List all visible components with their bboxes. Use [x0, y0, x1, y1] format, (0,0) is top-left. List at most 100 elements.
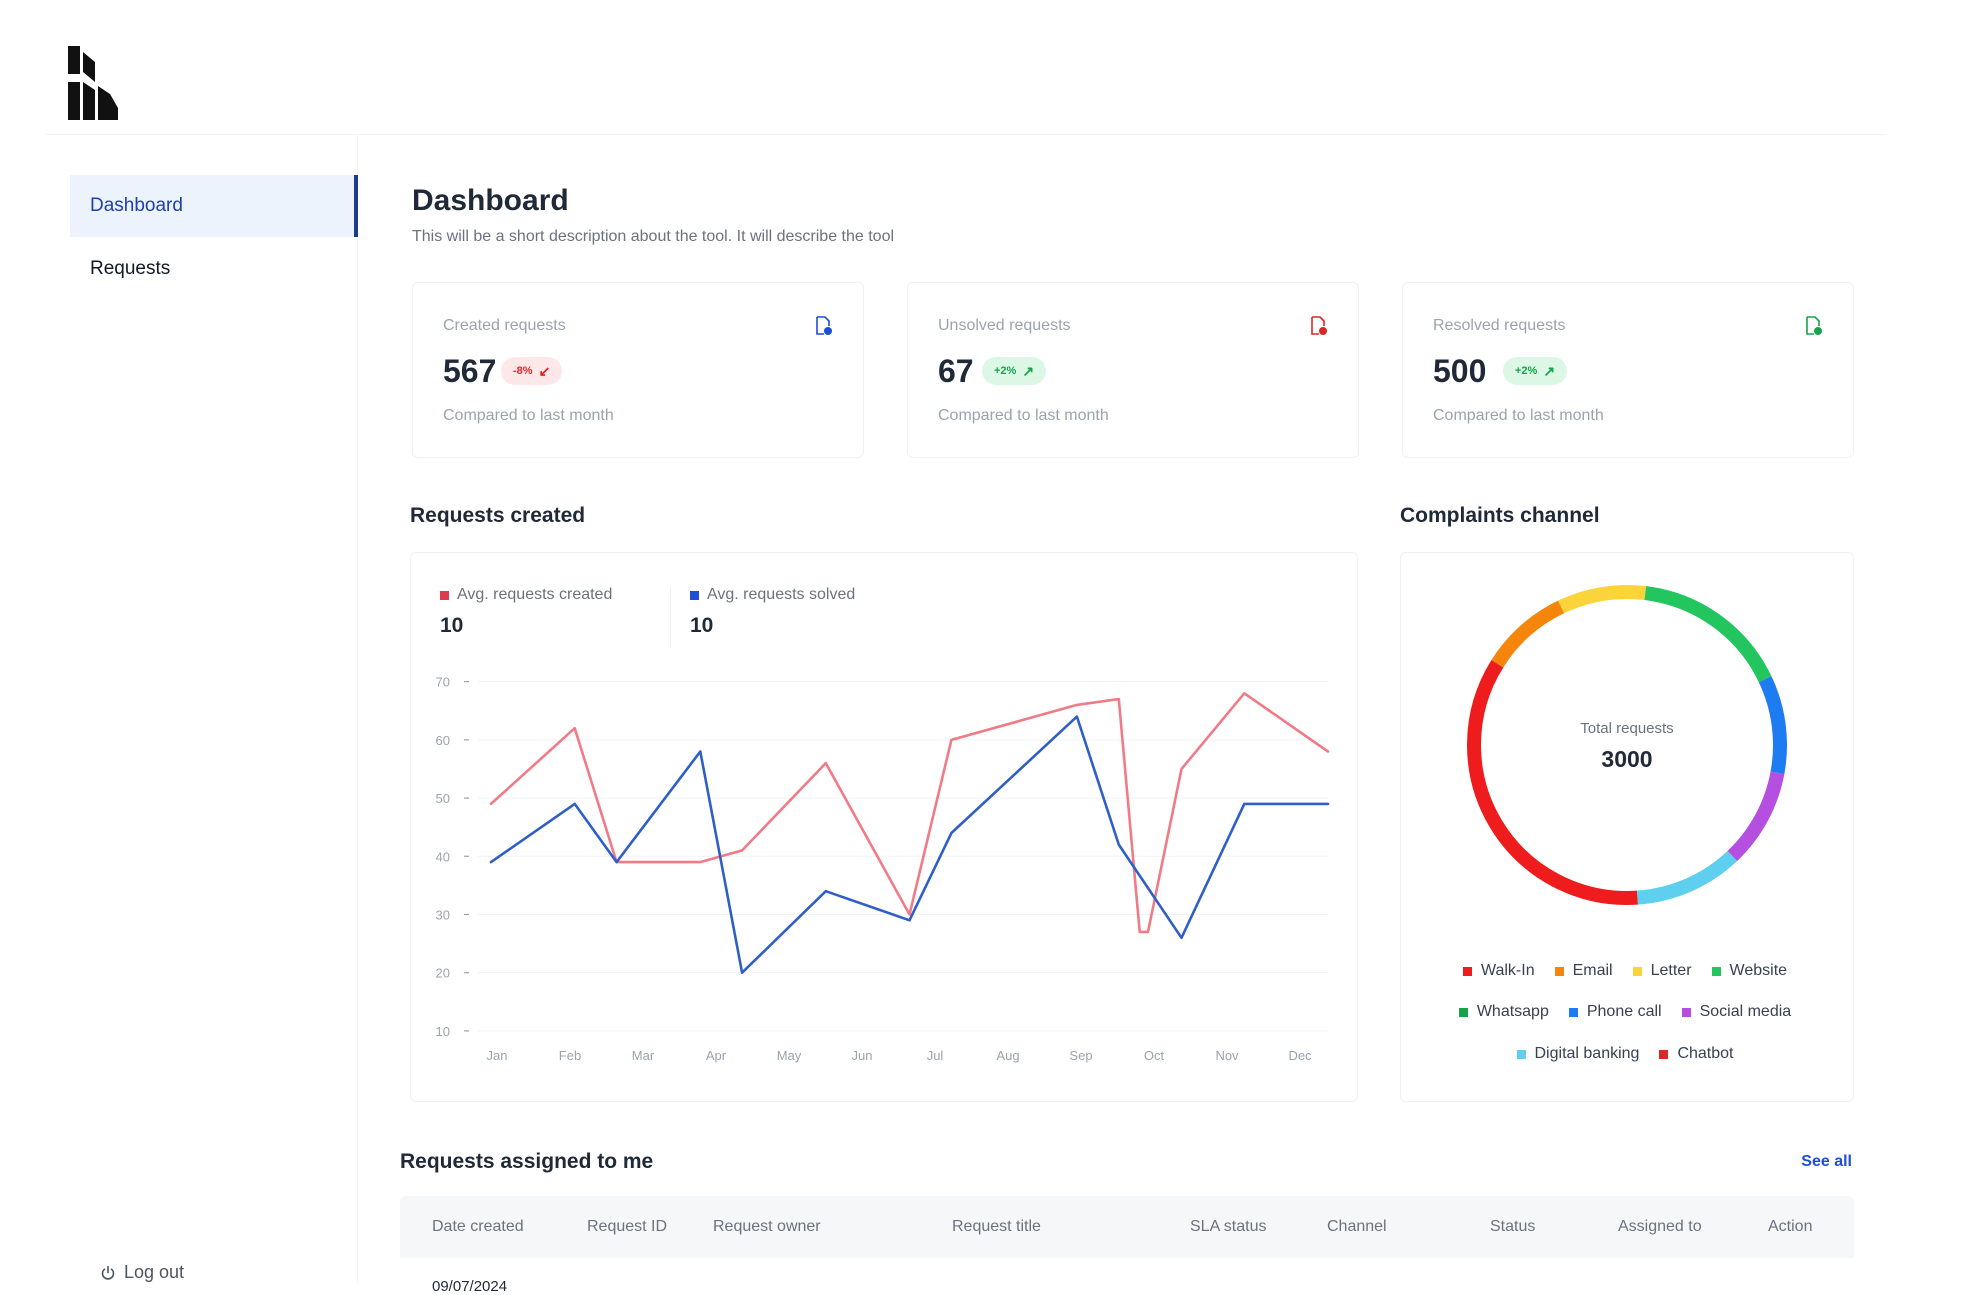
see-all-link[interactable]: See all: [1801, 1153, 1852, 1170]
x-tick-label: Oct: [1144, 1048, 1165, 1063]
assigned-title: Requests assigned to me: [400, 1150, 654, 1173]
x-tick-label: Aug: [996, 1048, 1019, 1063]
stat-footnote: Compared to last month: [443, 407, 614, 424]
donut-center-value: 3000: [1601, 746, 1652, 772]
legend-label: Phone call: [1586, 1003, 1662, 1020]
sidebar-item-requests[interactable]: Requests: [70, 238, 358, 300]
legend-label: Avg. requests created: [457, 586, 613, 603]
column-header[interactable]: SLA status: [1190, 1218, 1267, 1235]
column-header[interactable]: Status: [1490, 1218, 1536, 1235]
arrow-down-left-icon: ↙: [538, 362, 551, 379]
change-badge: +2% ↗: [1503, 357, 1568, 385]
column-header[interactable]: Request ID: [587, 1218, 668, 1235]
legend-label: Email: [1572, 962, 1613, 979]
change-badge: +2% ↗: [982, 357, 1047, 385]
donut-slice: [1491, 600, 1565, 668]
legend-label: Whatsapp: [1476, 1003, 1549, 1020]
legend-item: Email: [1554, 962, 1613, 980]
series-line: [489, 715, 1330, 975]
table-header: Date created Request ID Request owner Re…: [400, 1196, 1854, 1258]
legend-created: Avg. requests created 10: [440, 586, 612, 638]
stat-card-resolved: Resolved requests 500 +2% ↗ Compared to …: [1402, 282, 1854, 458]
legend-label: Website: [1729, 962, 1788, 979]
donut-legend-row: Digital banking Chatbot: [1396, 1045, 1854, 1063]
legend-item: Website: [1711, 962, 1788, 980]
legend-value: 10: [690, 614, 714, 637]
complaints-chart-title: Complaints channel: [1400, 504, 1600, 527]
series-line: [489, 691, 1330, 934]
y-tick-label: 70: [436, 675, 450, 690]
header-divider: [46, 134, 1886, 135]
column-header[interactable]: Date created: [432, 1218, 524, 1235]
stat-footnote: Compared to last month: [938, 407, 1109, 424]
column-header[interactable]: Assigned to: [1618, 1218, 1702, 1235]
stat-label: Unsolved requests: [938, 317, 1071, 334]
donut-legend-row: Whatsapp Phone call Social media: [1396, 1003, 1854, 1021]
column-header[interactable]: Request title: [952, 1218, 1041, 1235]
donut-legend-row: Walk-In Email Letter Website: [1396, 962, 1854, 980]
y-tick-label: 50: [436, 791, 450, 806]
legend-item: Digital banking: [1516, 1045, 1640, 1063]
x-tick-label: May: [777, 1048, 802, 1063]
requests-chart-panel: [410, 552, 1358, 1102]
arrow-up-right-icon: ↗: [1543, 362, 1556, 379]
donut-center-label: Total requests: [1580, 720, 1673, 737]
logout-label: Log out: [124, 1262, 185, 1282]
legend-label: Digital banking: [1534, 1045, 1640, 1062]
column-header[interactable]: Action: [1768, 1218, 1813, 1235]
x-tick-label: Jun: [852, 1048, 873, 1063]
x-tick-label: Jan: [487, 1048, 508, 1063]
legend-item: Walk-In: [1462, 962, 1535, 980]
power-icon: [101, 1265, 115, 1280]
x-tick-label: Mar: [632, 1048, 655, 1063]
legend-swatch: [1462, 966, 1472, 976]
column-header[interactable]: Channel: [1327, 1218, 1387, 1235]
x-tick-label: Feb: [559, 1048, 581, 1063]
document-icon: [1806, 316, 1822, 335]
legend-label: Walk-In: [1480, 962, 1535, 979]
legend-swatch: [1568, 1007, 1578, 1017]
document-icon: [1311, 316, 1327, 335]
requests-line-chart: 10 20 30 40 50 60 70 Jan Feb Mar Apr May Jun Jul Aug Se…: [436, 675, 1330, 1063]
y-tick-label: 20: [436, 966, 450, 981]
legend-value: 10: [440, 614, 464, 637]
sidebar-item-label: Requests: [90, 258, 171, 279]
column-header[interactable]: Request owner: [713, 1218, 821, 1235]
stat-label: Created requests: [443, 317, 566, 334]
legend-swatch: [690, 590, 699, 600]
document-icon: [816, 316, 832, 335]
logout-button[interactable]: Log out: [100, 1262, 184, 1283]
donut-slice: [1758, 676, 1787, 775]
y-tick-label: 10: [436, 1024, 450, 1039]
y-tick-label: 30: [436, 907, 450, 922]
stat-label: Resolved requests: [1433, 317, 1566, 334]
y-tick-label: 40: [436, 849, 450, 864]
sidebar-item-dashboard[interactable]: Dashboard: [70, 175, 358, 237]
legend-label: Letter: [1650, 962, 1692, 979]
page-description: This will be a short description about t…: [412, 228, 895, 245]
legend-item: Letter: [1632, 962, 1692, 980]
legend-item: Chatbot: [1659, 1045, 1734, 1063]
donut-slice: [1558, 585, 1647, 614]
stat-card-created: Created requests 567 -8% ↙ Compared to l…: [412, 282, 864, 458]
legend-item: Whatsapp: [1458, 1003, 1549, 1021]
legend-item: Phone call: [1568, 1003, 1662, 1021]
requests-chart-title: Requests created: [410, 504, 586, 527]
legend-label: Social media: [1699, 1003, 1792, 1020]
sidebar-divider: [357, 134, 358, 1283]
legend-swatch: [1681, 1007, 1691, 1017]
legend-swatch: [1632, 966, 1642, 976]
stat-value: 567: [443, 353, 497, 389]
arrow-up-right-icon: ↗: [1022, 362, 1035, 379]
change-badge: -8% ↙: [501, 357, 563, 385]
donut-slice: [1636, 850, 1738, 905]
legend-swatch: [1711, 966, 1721, 976]
x-tick-label: Apr: [706, 1048, 727, 1063]
legend-swatch: [1516, 1049, 1526, 1059]
stat-footnote: Compared to last month: [1433, 407, 1604, 424]
stat-value: 500: [1433, 353, 1487, 389]
x-tick-label: Sep: [1069, 1048, 1092, 1063]
x-tick-label: Jul: [927, 1048, 944, 1063]
stat-card-unsolved: Unsolved requests 67 +2% ↗ Compared to l…: [907, 282, 1359, 458]
complaints-donut-chart: Total requests 3000: [1467, 585, 1787, 905]
